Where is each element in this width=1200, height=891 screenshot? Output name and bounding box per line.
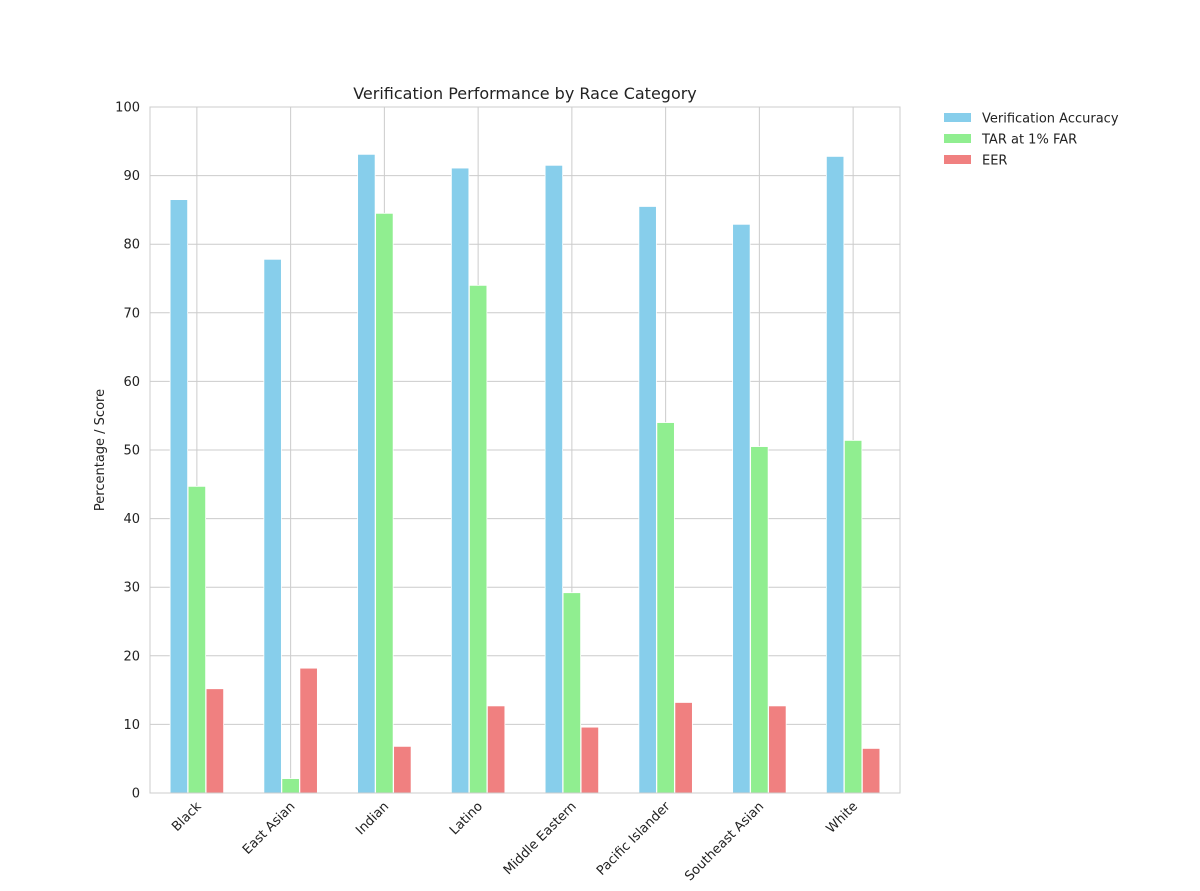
legend-swatch bbox=[944, 113, 971, 122]
y-tick-label: 90 bbox=[123, 169, 140, 184]
y-tick-label: 30 bbox=[123, 581, 140, 596]
bar-verification-accuracy bbox=[169, 199, 189, 794]
bar-verification-accuracy bbox=[544, 164, 564, 794]
y-tick-label: 80 bbox=[123, 238, 140, 253]
y-tick-label: 40 bbox=[123, 512, 140, 527]
bar-eer bbox=[299, 667, 318, 794]
y-tick-label: 70 bbox=[123, 306, 140, 321]
legend-swatch bbox=[944, 155, 971, 164]
bar-tar-at-1-far bbox=[375, 212, 394, 794]
bar-verification-accuracy bbox=[638, 206, 657, 794]
legend-swatch bbox=[944, 134, 971, 143]
bar-tar-at-1-far bbox=[281, 778, 300, 794]
y-tick-label: 50 bbox=[123, 444, 140, 459]
bar-eer bbox=[674, 702, 693, 794]
y-tick-label: 10 bbox=[123, 718, 140, 733]
y-tick-label: 0 bbox=[132, 787, 140, 802]
y-tick-label: 100 bbox=[115, 101, 140, 116]
legend: Verification Accuracy TAR at 1% FAR EER bbox=[944, 112, 1119, 169]
bar-tar-at-1-far bbox=[187, 485, 207, 794]
bar-verification-accuracy bbox=[450, 167, 470, 794]
bar-tar-at-1-far bbox=[656, 422, 675, 794]
bar-verification-accuracy bbox=[825, 155, 845, 794]
legend-label: TAR at 1% FAR bbox=[981, 133, 1077, 148]
bar-eer bbox=[486, 705, 506, 794]
bar-eer bbox=[393, 745, 412, 794]
chart-title: Verification Performance by Race Categor… bbox=[353, 84, 697, 103]
bar-tar-at-1-far bbox=[843, 439, 863, 794]
bar-tar-at-1-far bbox=[468, 284, 488, 794]
bar-verification-accuracy bbox=[357, 153, 376, 794]
bar-eer bbox=[768, 705, 787, 794]
bar-eer bbox=[205, 688, 225, 794]
bar-tar-at-1-far bbox=[750, 446, 769, 794]
y-tick-label: 60 bbox=[123, 375, 140, 390]
bar-verification-accuracy bbox=[263, 258, 282, 794]
bar-eer bbox=[861, 748, 881, 794]
legend-label: Verification Accuracy bbox=[982, 112, 1119, 127]
bar-group bbox=[169, 153, 881, 794]
bar-verification-accuracy bbox=[732, 223, 751, 794]
legend-label: EER bbox=[982, 154, 1007, 169]
y-tick-labels: 0 10 20 30 40 50 60 70 80 90 100 bbox=[115, 101, 140, 802]
y-tick-label: 20 bbox=[123, 649, 140, 664]
bar-eer bbox=[580, 726, 600, 794]
y-axis-label: Percentage / Score bbox=[93, 389, 108, 511]
plot-frame bbox=[149, 106, 901, 794]
bar-tar-at-1-far bbox=[562, 592, 582, 794]
